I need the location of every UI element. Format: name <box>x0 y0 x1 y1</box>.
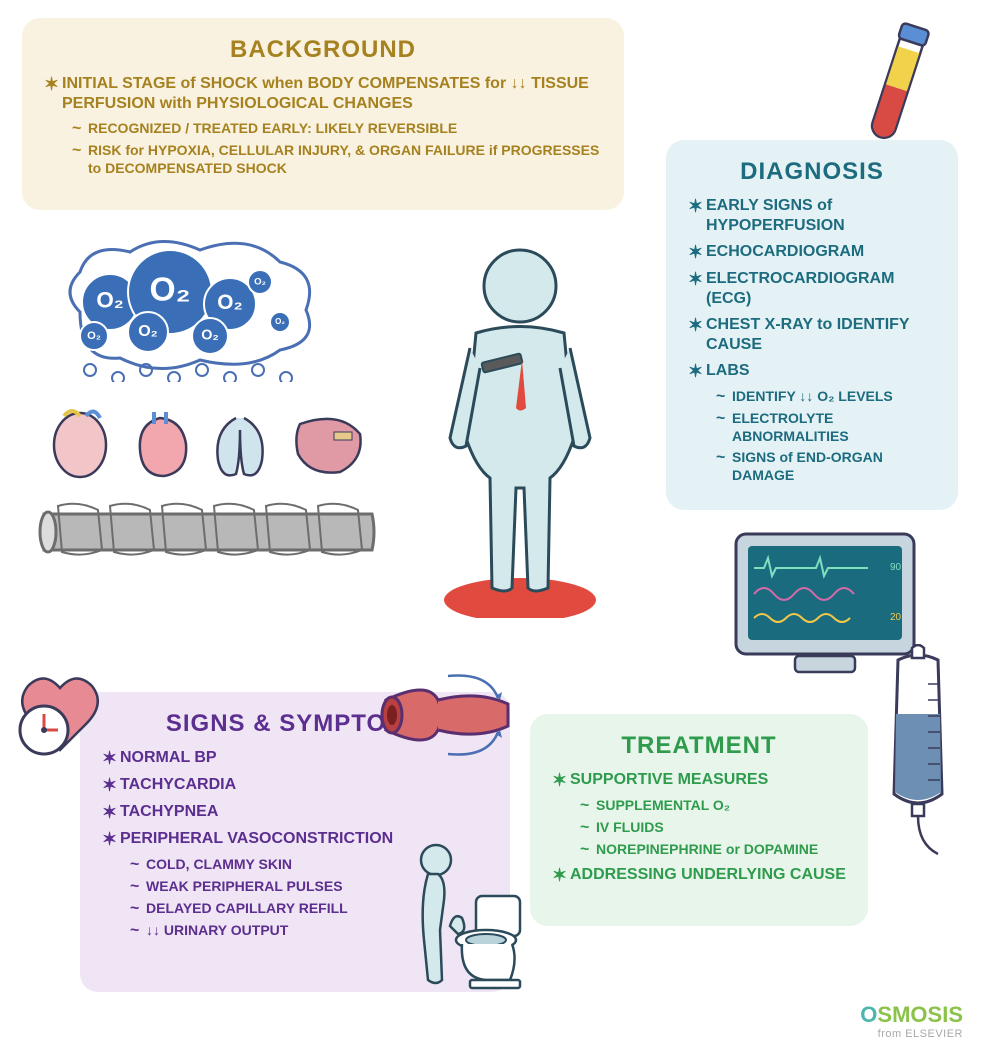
list-sub-item: ~IDENTIFY ↓↓ O₂ LEVELS <box>716 388 936 406</box>
logo-sub: from ELSEVIER <box>860 1028 963 1040</box>
person-figure-icon <box>420 238 620 618</box>
blood-vessel-icon <box>38 492 378 572</box>
diagnosis-box: DIAGNOSIS ✶EARLY SIGNS of HYPOPERFUSION ✶… <box>666 140 958 510</box>
background-sub: ~ RECOGNIZED / TREATED EARLY: LIKELY REV… <box>72 120 602 138</box>
toilet-figure-icon <box>406 840 536 990</box>
organs-icon <box>40 400 380 490</box>
background-sub: ~ RISK for HYPOXIA, CELLULAR INJURY, & O… <box>72 142 602 177</box>
svg-text:O₂: O₂ <box>138 323 158 340</box>
list-sub-item: ~SIGNS of END-ORGAN DAMAGE <box>716 449 936 484</box>
heart-clock-icon <box>10 664 110 764</box>
list-sub-item: ~SUPPLEMENTAL O₂ <box>580 797 846 815</box>
svg-text:O₂: O₂ <box>201 328 219 344</box>
list-item: ✶CHEST X-RAY to IDENTIFY CAUSE <box>688 315 936 355</box>
list-sub-item: ~IV FLUIDS <box>580 819 846 837</box>
svg-text:O₂: O₂ <box>254 276 266 287</box>
svg-text:20: 20 <box>890 612 902 623</box>
svg-text:O₂: O₂ <box>275 317 285 326</box>
iv-bag-icon <box>878 644 958 864</box>
background-box: BACKGROUND ✶ INITIAL STAGE of SHOCK when… <box>22 18 624 210</box>
osmosis-logo: OSMOSIS from ELSEVIER <box>860 1002 963 1040</box>
test-tube-icon <box>858 18 938 148</box>
treatment-box: TREATMENT ✶ SUPPORTIVE MEASURES ~SUPPLEM… <box>530 714 868 926</box>
background-title: BACKGROUND <box>44 36 602 64</box>
list-item: ✶EARLY SIGNS of HYPOPERFUSION <box>688 196 936 236</box>
list-sub-item: ~ELECTROLYTE ABNORMALITIES <box>716 410 936 445</box>
list-item: ✶ELECTROCARDIOGRAM (ECG) <box>688 269 936 309</box>
list-sub-item: ~NOREPINEPHRINE or DOPAMINE <box>580 841 846 859</box>
oxygen-cloud-icon: O₂ O₂ O₂ O₂ O₂ O₂ O₂ O₂ <box>50 232 330 382</box>
list-item: ✶TACHYCARDIA <box>102 775 488 796</box>
list-item: ✶LABS <box>688 361 936 382</box>
constricted-artery-icon <box>378 670 518 760</box>
diagnosis-title: DIAGNOSIS <box>688 158 936 186</box>
list-item: ✶TACHYPNEA <box>102 802 488 823</box>
treatment-item: ✶ SUPPORTIVE MEASURES <box>552 770 846 791</box>
logo-rest: SMOSIS <box>877 1002 963 1027</box>
svg-text:O₂: O₂ <box>217 291 242 314</box>
svg-text:O₂: O₂ <box>87 330 101 342</box>
list-item: ✶ECHOCARDIOGRAM <box>688 242 936 263</box>
logo-o: O <box>860 1002 877 1027</box>
treatment-title: TREATMENT <box>552 732 846 760</box>
svg-text:90: 90 <box>890 562 902 573</box>
background-main: ✶ INITIAL STAGE of SHOCK when BODY COMPE… <box>44 74 602 114</box>
treatment-item: ✶ ADDRESSING UNDERLYING CAUSE <box>552 865 846 886</box>
svg-text:O₂: O₂ <box>96 288 123 313</box>
svg-text:O₂: O₂ <box>149 271 190 308</box>
